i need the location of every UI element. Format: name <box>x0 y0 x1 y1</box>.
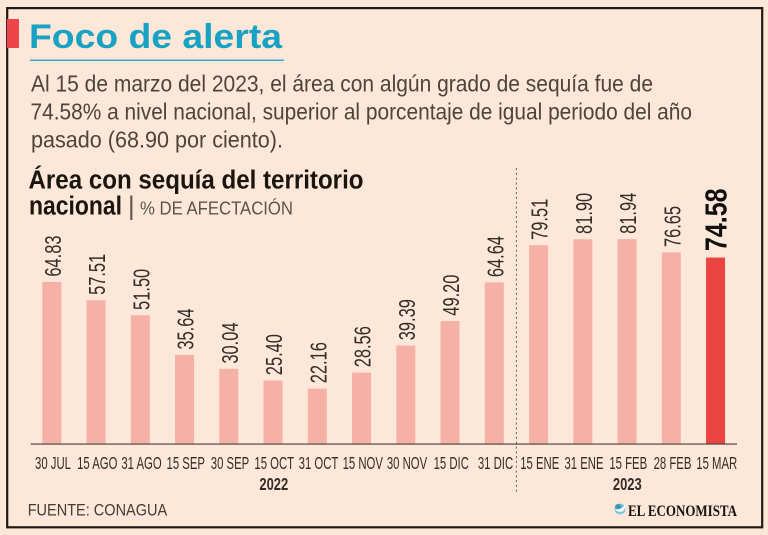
svg-text:22.16: 22.16 <box>307 342 332 383</box>
svg-text:15 SEP: 15 SEP <box>167 453 205 473</box>
svg-text:15 ENE: 15 ENE <box>520 453 559 473</box>
svg-text:15 MAR: 15 MAR <box>696 453 737 473</box>
svg-text:64.64: 64.64 <box>484 236 509 277</box>
svg-text:35.64: 35.64 <box>174 308 199 349</box>
svg-text:% DE AFECTACIÓN: % DE AFECTACIÓN <box>140 198 293 219</box>
svg-text:31 ENE: 31 ENE <box>564 453 603 473</box>
svg-text:76.65: 76.65 <box>661 206 686 247</box>
svg-text:64.83: 64.83 <box>41 235 66 276</box>
svg-text:30 JUL: 30 JUL <box>35 453 71 473</box>
svg-text:74.58: 74.58 <box>698 188 733 251</box>
svg-text:31 DIC: 31 DIC <box>478 453 513 473</box>
svg-text:15 NOV: 15 NOV <box>343 453 383 473</box>
svg-text:81.90: 81.90 <box>572 193 597 234</box>
svg-text:15 FEB: 15 FEB <box>609 453 647 473</box>
svg-text:51.50: 51.50 <box>130 269 155 310</box>
svg-text:15 DIC: 15 DIC <box>434 453 469 473</box>
svg-text:39.39: 39.39 <box>395 299 420 340</box>
svg-text:28 FEB: 28 FEB <box>654 453 692 473</box>
svg-text:pasado (68.90 por ciento).: pasado (68.90 por ciento). <box>31 127 283 153</box>
svg-text:49.20: 49.20 <box>439 275 464 316</box>
svg-text:31 OCT: 31 OCT <box>299 453 339 473</box>
svg-text:30 NOV: 30 NOV <box>387 453 427 473</box>
svg-text:2023: 2023 <box>613 475 642 495</box>
svg-text:Foco de alerta: Foco de alerta <box>29 18 283 56</box>
svg-text:28.56: 28.56 <box>351 326 376 367</box>
svg-text:74.58% a nivel nacional, super: 74.58% a nivel nacional, superior al por… <box>31 99 693 125</box>
svg-text:|: | <box>128 193 135 221</box>
svg-text:79.51: 79.51 <box>528 199 553 240</box>
svg-text:nacional: nacional <box>29 193 122 221</box>
svg-text:15 AGO: 15 AGO <box>77 453 117 473</box>
svg-text:25.40: 25.40 <box>262 334 287 375</box>
svg-text:EL ECONOMISTA: EL ECONOMISTA <box>628 501 737 520</box>
svg-text:30.04: 30.04 <box>218 322 243 363</box>
svg-text:30 SEP: 30 SEP <box>211 453 249 473</box>
svg-text:81.94: 81.94 <box>616 193 641 234</box>
svg-text:FUENTE: CONAGUA: FUENTE: CONAGUA <box>28 501 168 520</box>
svg-text:57.51: 57.51 <box>85 254 110 295</box>
svg-text:Al 15 de marzo del 2023, el ár: Al 15 de marzo del 2023, el área con alg… <box>31 71 653 97</box>
svg-text:2022: 2022 <box>259 475 288 495</box>
svg-text:15 OCT: 15 OCT <box>254 453 294 473</box>
svg-text:31 AGO: 31 AGO <box>121 453 161 473</box>
svg-text:Área con sequía del territorio: Área con sequía del territorio <box>29 166 364 195</box>
